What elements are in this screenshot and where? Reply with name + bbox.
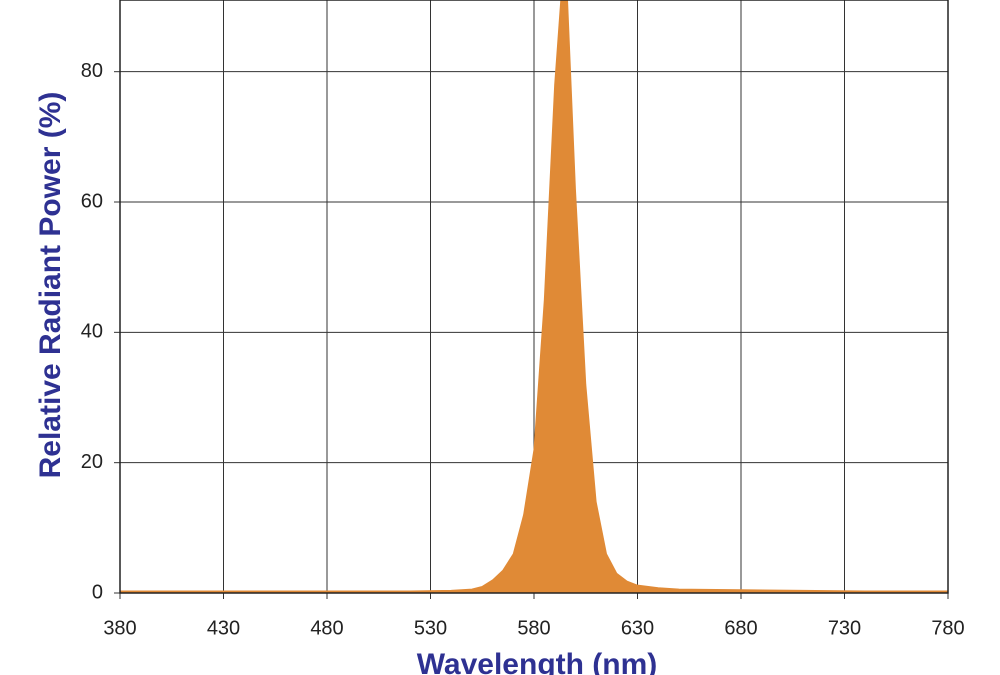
x-tick-label: 680 <box>724 617 757 639</box>
x-axis-title: Wavelength (nm) <box>417 648 658 675</box>
x-tick-label: 730 <box>828 617 861 639</box>
y-tick-label: 40 <box>81 321 103 343</box>
x-tick-label: 630 <box>621 617 654 639</box>
y-axis-title: Relative Radiant Power (%) <box>34 92 67 479</box>
y-tick-label: 80 <box>81 60 103 82</box>
y-tick-label: 60 <box>81 190 103 212</box>
x-tick-label: 780 <box>931 617 964 639</box>
x-tick-label: 530 <box>414 617 447 639</box>
x-tick-label: 480 <box>310 617 343 639</box>
x-tick-label: 380 <box>103 617 136 639</box>
area <box>120 0 948 593</box>
x-tick-label: 430 <box>207 617 240 639</box>
y-tick-label: 0 <box>92 581 103 603</box>
plot-frame <box>119 0 949 594</box>
y-tick-label: 20 <box>81 451 103 473</box>
x-tick-label: 580 <box>517 617 550 639</box>
